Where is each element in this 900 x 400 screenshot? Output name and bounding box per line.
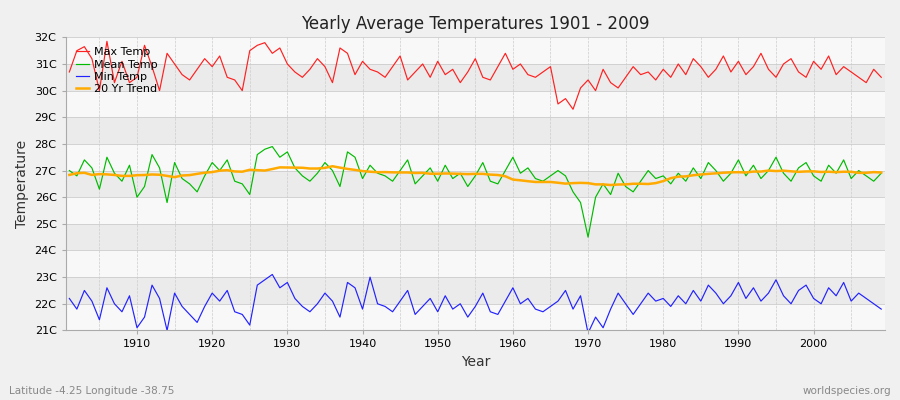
Title: Yearly Average Temperatures 1901 - 2009: Yearly Average Temperatures 1901 - 2009 (301, 15, 650, 33)
Max Temp (64, 70, 75, 74)
Line: 20 Yr Trend: 20 Yr Trend (69, 166, 881, 185)
Max Temp (876, 75, 886, 80)
Bar (66, 250, 885, 277)
Mean Temp (876, 171, 886, 176)
Bar (66, 197, 885, 224)
Max Temp (515, 62, 526, 66)
Bar (66, 37, 885, 64)
20 Yr Trend (508, 177, 518, 182)
Bar (66, 91, 885, 117)
Bar (66, 117, 885, 144)
Y-axis label: Temperature: Temperature (15, 140, 29, 228)
Min Temp (64, 296, 75, 301)
Legend: Max Temp, Mean Temp, Min Temp, 20 Yr Trend: Max Temp, Mean Temp, Min Temp, 20 Yr Tre… (71, 43, 163, 99)
Min Temp (876, 307, 886, 312)
Bar (66, 170, 885, 197)
Bar (66, 304, 885, 330)
Mean Temp (297, 174, 308, 178)
Mean Temp (64, 168, 75, 173)
20 Yr Trend (124, 174, 135, 178)
Text: worldspecies.org: worldspecies.org (803, 386, 891, 396)
Min Temp (297, 304, 308, 309)
Max Temp (102, 39, 112, 44)
Min Temp (613, 291, 624, 296)
Line: Mean Temp: Mean Temp (69, 146, 881, 237)
Max Temp (613, 86, 624, 90)
Max Temp (131, 75, 142, 80)
Line: Min Temp: Min Temp (69, 274, 881, 333)
Mean Temp (267, 144, 278, 149)
20 Yr Trend (64, 172, 75, 177)
Min Temp (267, 272, 278, 277)
Max Temp (568, 107, 579, 112)
Max Temp (297, 75, 308, 80)
Max Temp (342, 51, 353, 56)
Min Temp (515, 301, 526, 306)
Line: Max Temp: Max Temp (69, 41, 881, 109)
Min Temp (342, 280, 353, 285)
Text: Latitude -4.25 Longitude -38.75: Latitude -4.25 Longitude -38.75 (9, 386, 175, 396)
Bar (66, 144, 885, 170)
Mean Temp (515, 171, 526, 176)
Bar (66, 64, 885, 91)
Bar (66, 277, 885, 304)
Mean Temp (582, 235, 593, 240)
Min Temp (124, 293, 135, 298)
Mean Temp (342, 150, 353, 154)
20 Yr Trend (876, 170, 886, 175)
Max Temp (508, 67, 518, 72)
20 Yr Trend (605, 183, 616, 188)
20 Yr Trend (327, 164, 338, 169)
Mean Temp (124, 163, 135, 168)
Min Temp (582, 331, 593, 336)
20 Yr Trend (342, 166, 353, 171)
20 Yr Trend (515, 178, 526, 183)
Mean Temp (508, 155, 518, 160)
20 Yr Trend (290, 165, 301, 170)
20 Yr Trend (613, 182, 624, 187)
Min Temp (508, 285, 518, 290)
X-axis label: Year: Year (461, 355, 490, 369)
Bar (66, 224, 885, 250)
Mean Temp (613, 171, 624, 176)
